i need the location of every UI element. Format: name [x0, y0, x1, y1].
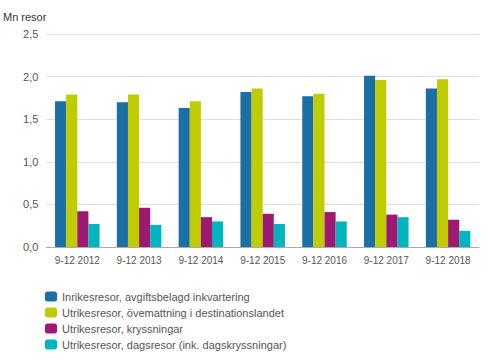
svg-text:9-12 2014: 9-12 2014: [178, 255, 223, 266]
svg-text:9-12 2012: 9-12 2012: [55, 255, 100, 266]
svg-text:Utrikesresor, kryssningar: Utrikesresor, kryssningar: [62, 323, 183, 335]
svg-text:0,0: 0,0: [23, 241, 38, 253]
svg-text:Utrikesresor, övemattning i de: Utrikesresor, övemattning i destinations…: [62, 307, 284, 319]
svg-text:2,5: 2,5: [23, 28, 38, 40]
svg-text:Utrikesresor, dagsresor (ink.: Utrikesresor, dagsresor (ink. dagskryssn…: [62, 339, 286, 351]
svg-text:0,5: 0,5: [23, 198, 38, 210]
svg-text:9-12 2015: 9-12 2015: [240, 255, 285, 266]
svg-text:1,0: 1,0: [23, 156, 38, 168]
svg-text:Mn resor: Mn resor: [3, 11, 47, 23]
svg-text:9-12 2017: 9-12 2017: [364, 255, 409, 266]
svg-text:2,0: 2,0: [23, 71, 38, 83]
svg-text:9-12 2016: 9-12 2016: [302, 255, 347, 266]
svg-text:Inrikesresor, avgiftsbelagd in: Inrikesresor, avgiftsbelagd inkvartering: [62, 291, 250, 303]
svg-text:9-12 2013: 9-12 2013: [117, 255, 162, 266]
svg-text:1,5: 1,5: [23, 113, 38, 125]
svg-text:9-12 2018: 9-12 2018: [426, 255, 471, 266]
